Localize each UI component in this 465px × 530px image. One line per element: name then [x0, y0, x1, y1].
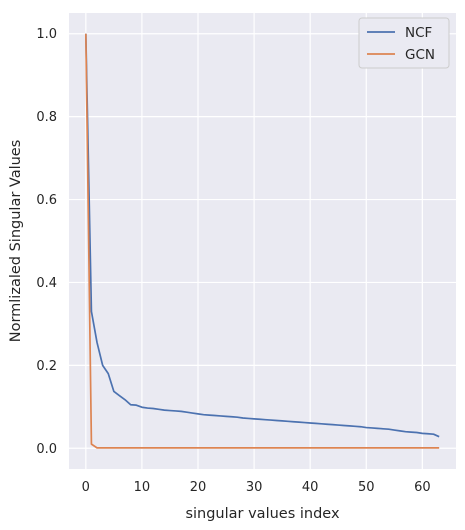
legend-label-ncf: NCF — [405, 25, 432, 41]
x-axis-label: singular values index — [185, 506, 340, 522]
y-axis-ticks: 0.0 0.2 0.4 0.6 0.8 1.0 — [36, 27, 57, 457]
x-tick-label: 30 — [246, 480, 263, 495]
y-tick-label: 0.8 — [36, 110, 57, 125]
series-line-ncf — [84, 33, 440, 438]
x-tick-label: 20 — [190, 480, 207, 495]
series-line-gcn — [84, 33, 440, 449]
series-lines — [84, 33, 440, 449]
legend-box — [358, 17, 450, 69]
legend: NCF GCN — [358, 17, 450, 69]
x-tick-label: 50 — [358, 480, 375, 495]
legend-label-gcn: GCN — [405, 47, 435, 63]
y-axis-label: Normlizaled Singular Values — [8, 140, 24, 343]
x-tick-label: 60 — [414, 480, 431, 495]
y-tick-label: 0.0 — [36, 442, 57, 457]
x-tick-label: 10 — [134, 480, 151, 495]
x-tick-label: 0 — [82, 480, 90, 495]
x-axis-ticks: 0 10 20 30 40 50 60 — [82, 480, 431, 495]
y-tick-label: 0.2 — [36, 359, 57, 374]
y-tick-label: 0.4 — [36, 276, 57, 291]
y-tick-label: 1.0 — [36, 27, 57, 42]
plot-area — [69, 13, 456, 469]
x-tick-label: 40 — [302, 480, 319, 495]
y-tick-label: 0.6 — [36, 193, 57, 208]
